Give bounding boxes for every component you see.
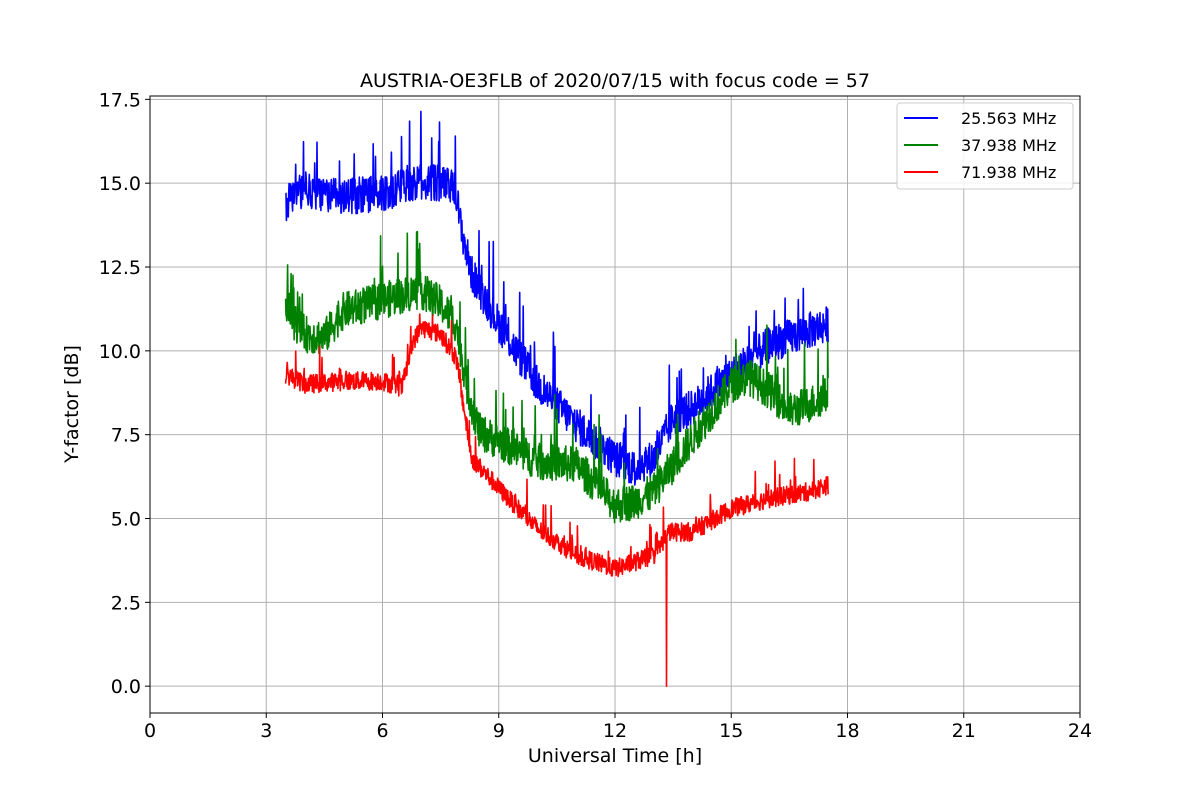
series-line-2: [284, 230, 829, 524]
y-tick-label: 0.0: [111, 676, 141, 698]
x-tick-label: 12: [603, 720, 627, 742]
legend: 25.563 MHz 37.938 MHz 71.938 MHz: [896, 102, 1074, 190]
y-axis-label: Y-factor [dB]: [61, 345, 83, 464]
y-tick-label: 2.5: [111, 592, 141, 614]
y-tick-label: 12.5: [99, 257, 141, 279]
y-tick-label: 10.0: [99, 341, 141, 363]
x-axis-label: Universal Time [h]: [528, 745, 702, 767]
x-tick-label: 6: [376, 720, 388, 742]
y-tick-label: 5.0: [111, 509, 141, 531]
legend-label-series-2: 37.938 MHz: [961, 136, 1056, 155]
y-tick-label: 15.0: [99, 173, 141, 195]
y-tick-label: 17.5: [99, 89, 141, 111]
axis-ticks: 0 3 6 9 12 15 18 21 24 0.0 2.5 5.0 7.5 10.0 12.5 15.0 17…: [99, 89, 1092, 742]
legend-box: [896, 102, 1074, 190]
x-tick-label: 21: [952, 720, 976, 742]
chart-title: AUSTRIA-OE3FLB of 2020/07/15 with focus …: [360, 70, 870, 92]
series-lines: [284, 110, 829, 687]
legend-label-series-3: 71.938 MHz: [961, 163, 1056, 182]
x-tick-label: 18: [835, 720, 859, 742]
x-tick-label: 9: [493, 720, 505, 742]
legend-label-series-1: 25.563 MHz: [961, 109, 1056, 128]
x-tick-label: 24: [1068, 720, 1092, 742]
series-line-3: [284, 313, 829, 687]
x-tick-label: 15: [719, 720, 743, 742]
x-tick-label: 0: [144, 720, 156, 742]
x-tick-label: 3: [260, 720, 272, 742]
y-tick-label: 7.5: [111, 425, 141, 447]
